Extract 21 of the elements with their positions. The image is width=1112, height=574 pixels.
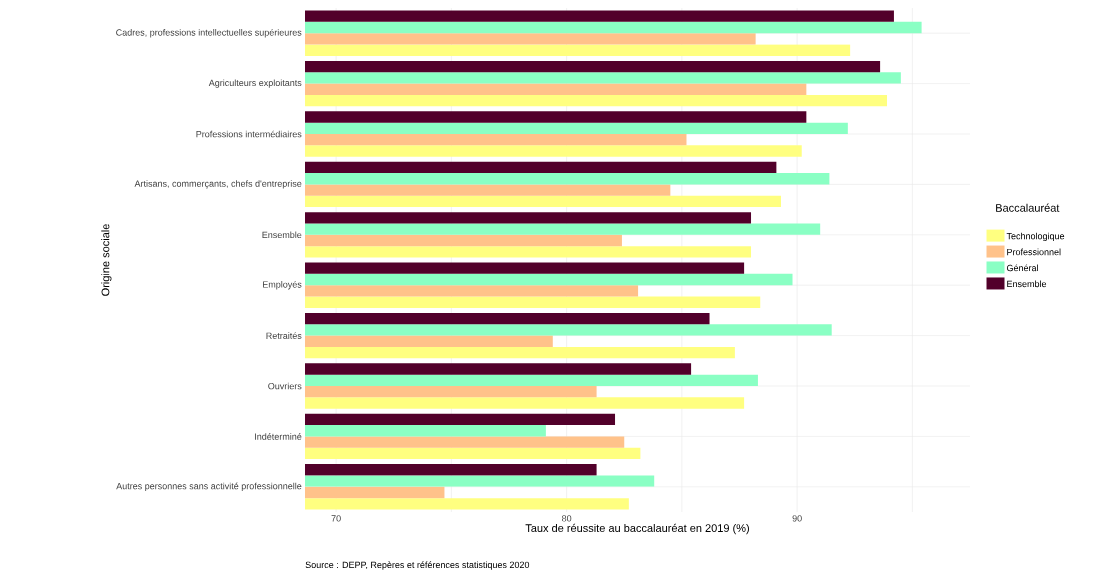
y-tick-label: Indéterminé <box>255 433 302 440</box>
x-tick-label: 90 <box>792 515 802 522</box>
y-tick-label: Ouvriers <box>268 382 302 390</box>
y-tick-label: Professions intermédiaires <box>196 130 302 138</box>
y-tick-label: Artisans, commerçants, chefs d'entreprise <box>134 180 302 189</box>
legend-label: Professionnel <box>1007 248 1061 256</box>
x-tick-label: 70 <box>331 515 341 522</box>
y-tick-label: Agriculteurs exploitants <box>208 79 302 88</box>
y-tick-label: Retraités <box>266 332 302 339</box>
y-tick-label: Employés <box>263 280 302 290</box>
legend-title: Baccalauréat <box>996 203 1060 212</box>
legend-label: Technologique <box>1006 232 1065 242</box>
x-axis-title: Taux de réussite au baccalauréat en 2019 (%) <box>525 523 749 535</box>
legend-label: Général <box>1006 264 1038 272</box>
y-axis-title: Origine sociale <box>101 224 112 296</box>
source-note: Source : DEPP, Repères et références statistiques 2020 <box>305 561 530 570</box>
y-tick-label: Ensemble <box>262 231 302 239</box>
y-tick-label: Cadres, professions intellectuelles supérieures <box>116 28 302 38</box>
legend-label: Ensemble <box>1007 280 1047 288</box>
y-tick-label: Autres personnes sans activité professionnelle <box>116 482 302 492</box>
x-tick-label: 80 <box>562 515 572 522</box>
